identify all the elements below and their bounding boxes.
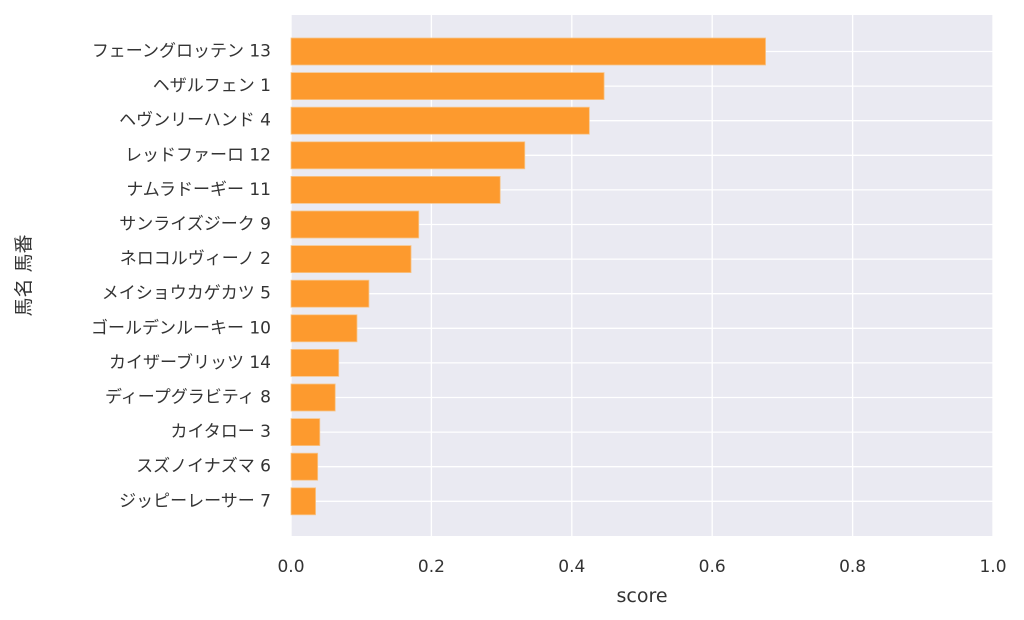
y-tick-labels: フェーングロッテン 13 ヘザルフェン 1 ヘヴンリーハンド 4 レッドファーロ 12… [91,42,271,512]
bar [290,210,420,239]
x-axis-label: score [616,585,667,607]
x-tick-label: 0.6 [699,557,726,577]
bar [290,245,412,274]
y-tick-label: ナムラドーギー 11 [126,180,271,200]
x-tick-label: 1.0 [979,557,1006,577]
y-tick-label: フェーングロッテン 13 [92,42,271,62]
y-tick-label: サンライズジーク 9 [119,215,271,235]
y-tick-label: カイタロー 3 [170,422,271,442]
y-tick-label: メイショウカゲカツ 5 [102,284,271,304]
bar [290,418,321,447]
bar [290,383,336,412]
bars-group [290,37,766,516]
plot-area [291,15,993,536]
x-tick-label: 0.0 [277,557,304,577]
y-tick-label: ジッピーレーサー 7 [119,491,271,511]
y-tick-label: カイザーブリッツ 14 [109,352,271,373]
y-tick-label: ディープグラビティ 8 [105,387,271,408]
bar [290,175,501,204]
bar [290,348,340,377]
y-tick-label: ゴールデンルーキー 10 [91,317,271,338]
bar [290,487,316,516]
bar [290,452,319,481]
y-tick-label: ネロコルヴィーノ 2 [120,249,271,269]
bar [290,141,526,170]
x-tick-label: 0.4 [558,557,585,577]
y-tick-label: ヘヴンリーハンド 4 [119,111,271,131]
y-tick-label: スズノイナズマ 6 [136,457,271,477]
y-axis-label: 馬名 馬番 [13,234,35,316]
x-tick-label: 0.2 [418,557,445,577]
x-tick-label: 0.8 [839,557,866,577]
y-tick-label: ヘザルフェン 1 [153,76,271,96]
y-tick-label: レッドファーロ 12 [125,145,271,165]
bar [290,279,370,308]
bar [290,72,605,100]
bar [290,314,358,343]
x-tick-labels: 0.0 0.2 0.4 0.6 0.8 1.0 [277,557,1006,577]
bar [290,37,766,66]
bar [290,106,590,135]
